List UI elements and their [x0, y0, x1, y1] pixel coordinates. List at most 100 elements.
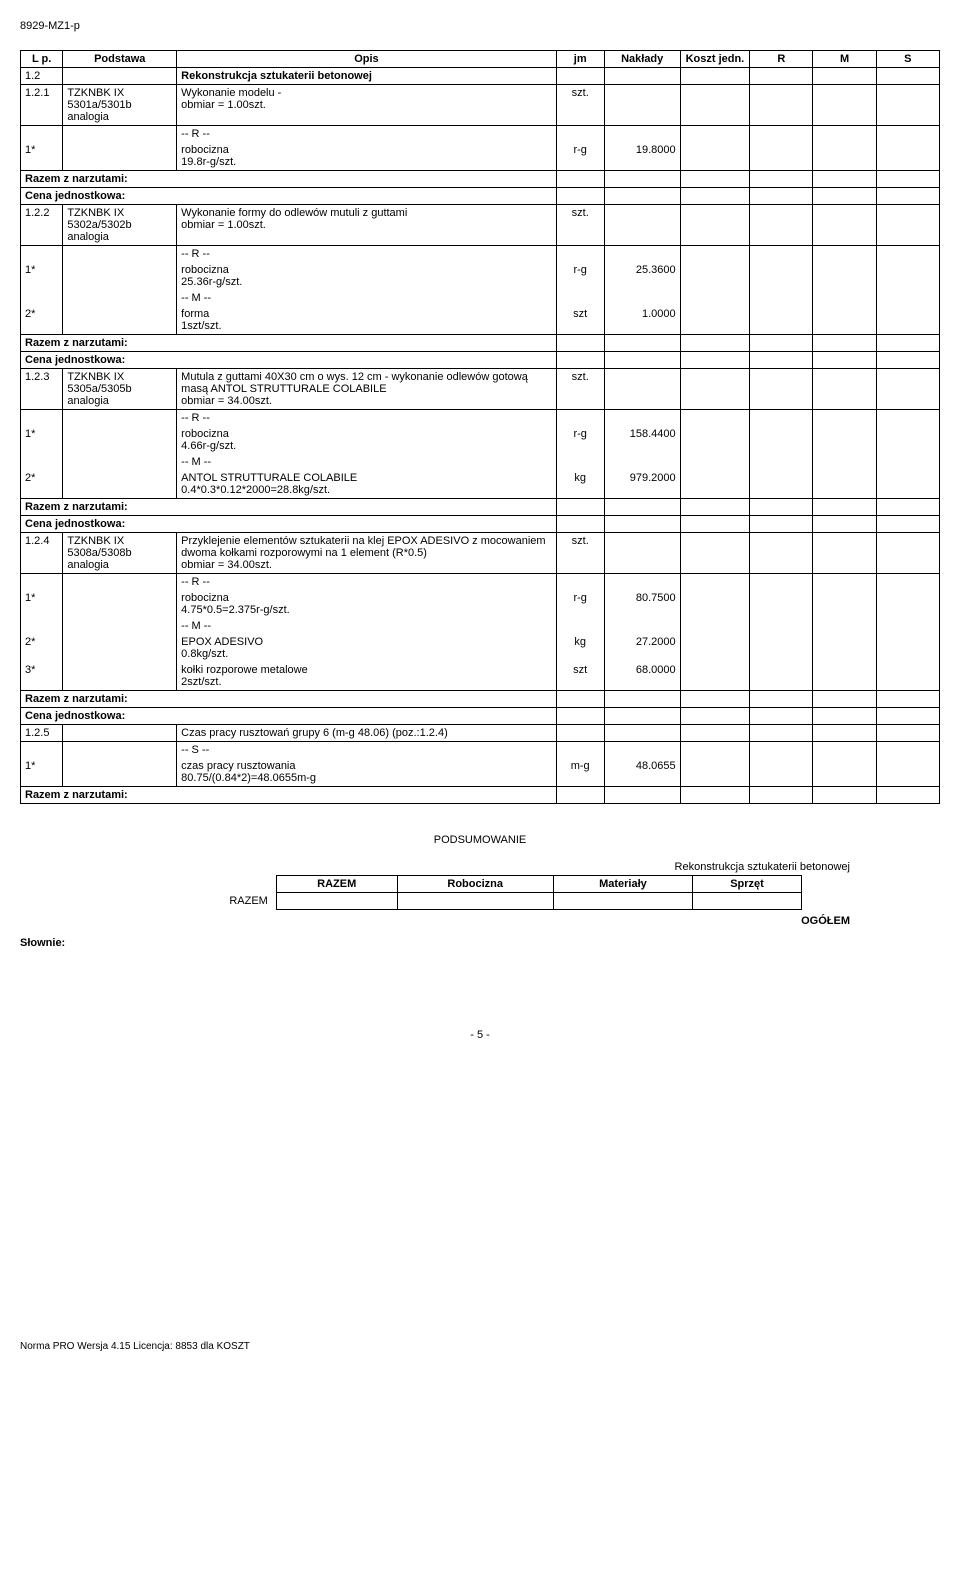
- item-opis: Mutula z guttami 40X30 cm o wys. 12 cm -…: [177, 369, 557, 410]
- cena-row: Cena jednostkowa:: [21, 352, 940, 369]
- detail-jm: r-g: [556, 590, 604, 618]
- item-row: 1.2.1 TZKNBK IX 5301a/5301b analogia Wyk…: [21, 85, 940, 126]
- detail-jm: kg: [556, 470, 604, 499]
- detail-row: 2* EPOX ADESIVO0.8kg/szt. kg 27.2000: [21, 634, 940, 662]
- summary-razem-label: RAZEM: [158, 893, 276, 910]
- detail-row: 1* czas pracy rusztowania80.75/(0.84*2)=…: [21, 758, 940, 787]
- cena-label: Cena jednostkowa:: [21, 352, 557, 369]
- detail-num: 2*: [21, 634, 63, 662]
- summary-title: PODSUMOWANIE: [20, 834, 940, 846]
- detail-prefix-row: -- R --: [21, 246, 940, 263]
- cena-row: Cena jednostkowa:: [21, 516, 940, 533]
- header-naklady: Nakłady: [604, 51, 680, 68]
- detail-naklady: 1.0000: [604, 306, 680, 335]
- item-podstawa: TZKNBK IX 5305a/5305b analogia: [63, 369, 177, 410]
- item-podstawa: TZKNBK IX 5302a/5302b analogia: [63, 205, 177, 246]
- detail-label: ANTOL STRUTTURALE COLABILE0.4*0.3*0.12*2…: [177, 470, 557, 499]
- item-row: 1.2.2 TZKNBK IX 5302a/5302b analogia Wyk…: [21, 205, 940, 246]
- detail-prefix-row: -- M --: [21, 618, 940, 634]
- item-podstawa: [63, 725, 177, 742]
- detail-prefix: -- R --: [177, 574, 557, 591]
- razem-row: Razem z narzutami:: [21, 787, 940, 804]
- detail-num: 1*: [21, 590, 63, 618]
- item-jm: [556, 725, 604, 742]
- detail-row: 2* forma1szt/szt. szt 1.0000: [21, 306, 940, 335]
- detail-num: 3*: [21, 662, 63, 691]
- summary-header-row: RAZEM Robocizna Materiały Sprzęt: [158, 876, 802, 893]
- detail-naklady: 25.3600: [604, 262, 680, 290]
- cena-row: Cena jednostkowa:: [21, 188, 940, 205]
- detail-prefix: -- R --: [177, 126, 557, 143]
- detail-num: 2*: [21, 306, 63, 335]
- item-lp: 1.2.1: [21, 85, 63, 126]
- detail-label: robocizna4.66r-g/szt.: [177, 426, 557, 454]
- item-opis: Czas pracy rusztowań grupy 6 (m-g 48.06)…: [177, 725, 557, 742]
- summary-data-row: RAZEM: [158, 893, 802, 910]
- detail-label: czas pracy rusztowania80.75/(0.84*2)=48.…: [177, 758, 557, 787]
- razem-row: Razem z narzutami:: [21, 335, 940, 352]
- ogolem-label: OGÓŁEM: [20, 915, 940, 927]
- razem-row: Razem z narzutami:: [21, 499, 940, 516]
- detail-jm: r-g: [556, 426, 604, 454]
- razem-row: Razem z narzutami:: [21, 171, 940, 188]
- summary-col-razem: RAZEM: [276, 876, 397, 893]
- detail-jm: r-g: [556, 262, 604, 290]
- detail-prefix: -- M --: [177, 290, 557, 306]
- detail-label: EPOX ADESIVO0.8kg/szt.: [177, 634, 557, 662]
- header-lp: L p.: [21, 51, 63, 68]
- detail-prefix: -- R --: [177, 410, 557, 427]
- detail-label: robocizna19.8r-g/szt.: [177, 142, 557, 171]
- detail-label: robocizna25.36r-g/szt.: [177, 262, 557, 290]
- razem-label: Razem z narzutami:: [21, 335, 557, 352]
- detail-prefix: -- M --: [177, 618, 557, 634]
- detail-naklady: 979.2000: [604, 470, 680, 499]
- item-opis: Przyklejenie elementów sztukaterii na kl…: [177, 533, 557, 574]
- detail-naklady: 48.0655: [604, 758, 680, 787]
- detail-row: 1* robocizna19.8r-g/szt. r-g 19.8000: [21, 142, 940, 171]
- item-row: 1.2.3 TZKNBK IX 5305a/5305b analogia Mut…: [21, 369, 940, 410]
- header-m: M: [813, 51, 876, 68]
- summary-col-robocizna: Robocizna: [397, 876, 553, 893]
- detail-label: forma1szt/szt.: [177, 306, 557, 335]
- item-jm: szt.: [556, 369, 604, 410]
- summary-section: PODSUMOWANIE Rekonstrukcja sztukaterii b…: [20, 834, 940, 949]
- detail-jm: kg: [556, 634, 604, 662]
- detail-naklady: 68.0000: [604, 662, 680, 691]
- header-podstawa: Podstawa: [63, 51, 177, 68]
- item-row: 1.2.5 Czas pracy rusztowań grupy 6 (m-g …: [21, 725, 940, 742]
- summary-col-materialy: Materiały: [553, 876, 692, 893]
- cena-row: Cena jednostkowa:: [21, 708, 940, 725]
- detail-label: robocizna4.75*0.5=2.375r-g/szt.: [177, 590, 557, 618]
- detail-jm: szt: [556, 306, 604, 335]
- footer-text: Norma PRO Wersja 4.15 Licencja: 8853 dla…: [20, 1341, 940, 1352]
- detail-jm: szt: [556, 662, 604, 691]
- detail-jm: m-g: [556, 758, 604, 787]
- summary-subtitle: Rekonstrukcja sztukaterii betonowej: [20, 861, 940, 873]
- detail-prefix-row: -- S --: [21, 742, 940, 759]
- detail-prefix-row: -- R --: [21, 410, 940, 427]
- section-row: 1.2 Rekonstrukcja sztukaterii betonowej: [21, 68, 940, 85]
- detail-prefix-row: -- R --: [21, 126, 940, 143]
- item-row: 1.2.4 TZKNBK IX 5308a/5308b analogia Prz…: [21, 533, 940, 574]
- detail-naklady: 158.4400: [604, 426, 680, 454]
- slownie-label: Słownie:: [20, 937, 940, 949]
- section-num: 1.2: [21, 68, 63, 85]
- detail-row: 1* robocizna4.66r-g/szt. r-g 158.4400: [21, 426, 940, 454]
- detail-num: 2*: [21, 470, 63, 499]
- item-lp: 1.2.5: [21, 725, 63, 742]
- main-table: L p. Podstawa Opis jm Nakłady Koszt jedn…: [20, 50, 940, 804]
- detail-num: 1*: [21, 426, 63, 454]
- detail-prefix-row: -- R --: [21, 574, 940, 591]
- detail-naklady: 27.2000: [604, 634, 680, 662]
- detail-prefix: -- R --: [177, 246, 557, 263]
- item-opis: Wykonanie modelu -obmiar = 1.00szt.: [177, 85, 557, 126]
- header-s: S: [876, 51, 939, 68]
- item-jm: szt.: [556, 533, 604, 574]
- item-podstawa: TZKNBK IX 5308a/5308b analogia: [63, 533, 177, 574]
- summary-col-sprzet: Sprzęt: [693, 876, 802, 893]
- item-lp: 1.2.4: [21, 533, 63, 574]
- detail-prefix: -- S --: [177, 742, 557, 759]
- detail-prefix-row: -- M --: [21, 290, 940, 306]
- section-title: Rekonstrukcja sztukaterii betonowej: [177, 68, 557, 85]
- header-koszt: Koszt jedn.: [680, 51, 750, 68]
